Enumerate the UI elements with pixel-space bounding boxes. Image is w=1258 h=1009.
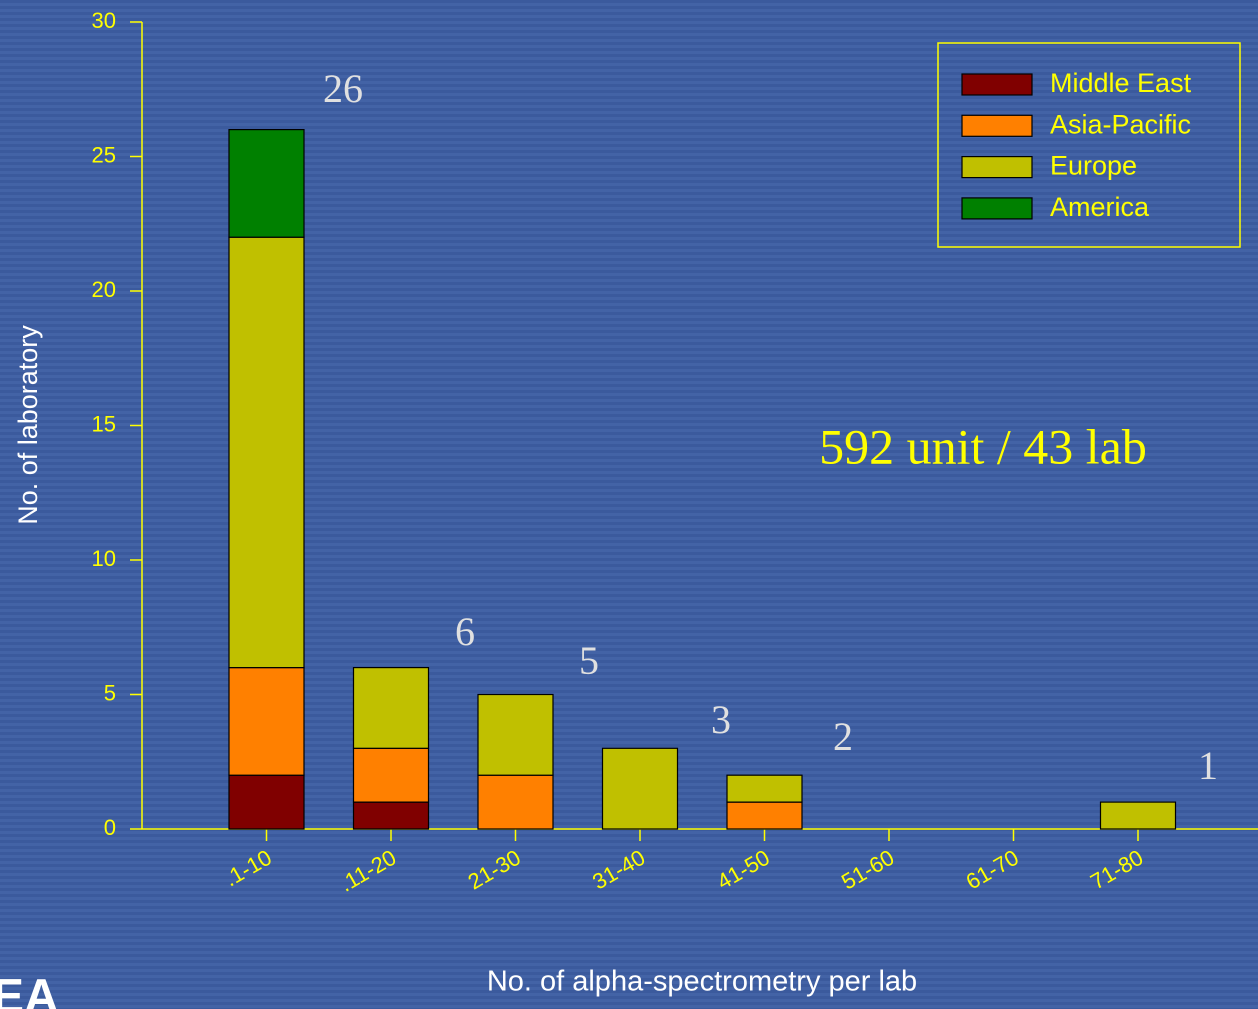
legend-swatch	[961, 156, 1033, 179]
legend-box	[937, 42, 1241, 248]
bar-segment	[352, 666, 430, 749]
bar-segment	[726, 801, 803, 830]
legend-label: America	[1050, 192, 1150, 222]
x-axis-label: No. of alpha-spectrometry per lab	[487, 966, 917, 998]
x-tick-label: 51-60	[837, 845, 898, 895]
y-tick-label: 10	[92, 546, 116, 571]
total-label: 1	[1198, 743, 1218, 788]
x-tick-label: .1-10	[220, 845, 276, 892]
bar-segment	[726, 774, 803, 803]
total-label: 26	[323, 66, 363, 111]
bar-segment	[228, 236, 305, 669]
bar-segment	[477, 774, 554, 830]
summary-annotation: 592 unit / 43 lab	[819, 418, 1147, 474]
total-label: 2	[833, 714, 853, 759]
y-tick-label: 0	[104, 815, 116, 840]
x-tick-label: .11-20	[335, 845, 400, 897]
total-label: 3	[711, 697, 731, 742]
bar-segment	[228, 129, 305, 238]
total-label: 5	[579, 638, 599, 683]
bar-segment	[477, 693, 554, 776]
y-tick-label: 30	[92, 8, 116, 33]
legend-swatch	[961, 197, 1033, 220]
bar-segment	[228, 774, 305, 830]
bar-segment	[352, 801, 430, 830]
x-tick-label: 31-40	[588, 845, 649, 895]
legend-swatch	[961, 114, 1033, 137]
total-label: 6	[455, 609, 475, 654]
logo: EA	[0, 971, 59, 1009]
y-tick-label: 25	[92, 142, 116, 167]
legend-label: Asia-Pacific	[1050, 109, 1191, 139]
x-tick-label: 61-70	[962, 845, 1023, 895]
y-tick-label: 15	[92, 411, 116, 436]
y-tick-label: 5	[104, 680, 116, 705]
legend-swatch	[961, 73, 1033, 96]
x-tick-label: 41-50	[713, 845, 774, 895]
x-tick-label: 71-80	[1086, 845, 1147, 895]
y-axis-label: No. of laboratory	[13, 325, 43, 525]
bar-segment	[352, 747, 430, 803]
legend-label: Middle East	[1050, 68, 1192, 98]
bar-segment	[1099, 801, 1177, 830]
legend-label: Europe	[1050, 151, 1137, 181]
y-tick-label: 20	[92, 277, 116, 302]
bar-segment	[601, 747, 679, 830]
bar-segment	[228, 666, 305, 776]
x-tick-label: 21-30	[464, 845, 525, 895]
